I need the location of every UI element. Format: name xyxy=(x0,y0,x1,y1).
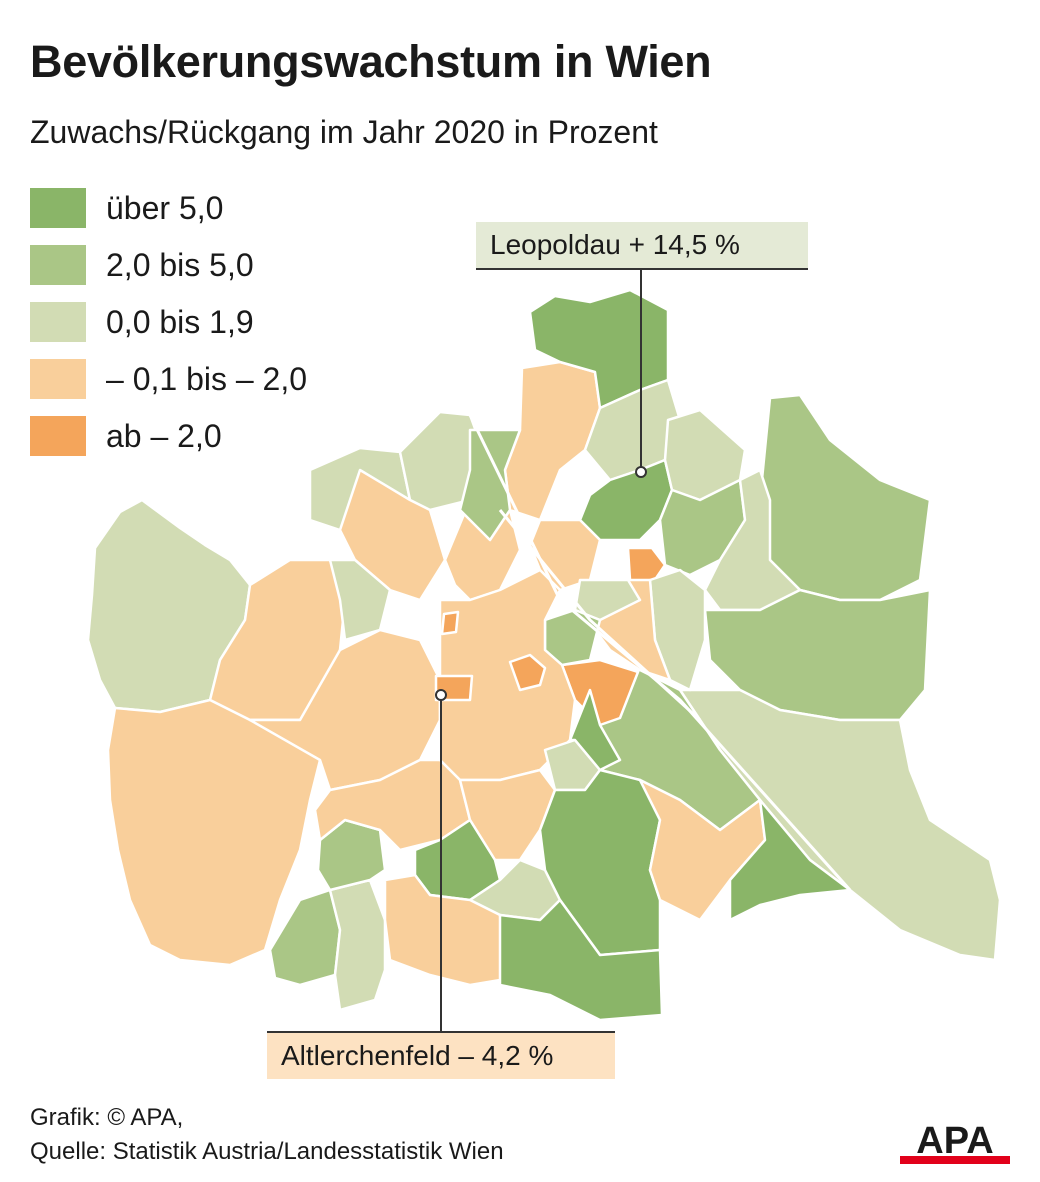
apa-logo-underline xyxy=(900,1156,1010,1164)
legend-label: ab – 2,0 xyxy=(106,418,222,454)
footer: Grafik: © APA, Quelle: Statistik Austria… xyxy=(30,1101,504,1169)
region-south-green-bottom xyxy=(498,898,664,1022)
legend-item-minus-0-1-bis-minus-2: – 0,1 bis – 2,0 xyxy=(30,359,390,403)
region-east-green-large xyxy=(758,393,932,602)
region-center-green-2 xyxy=(568,688,622,772)
legend-label: 2,0 bis 5,0 xyxy=(106,247,254,283)
legend-item-ab-minus-2: ab – 2,0 xyxy=(30,416,390,460)
legend-item-0-bis-1-9: 0,0 bis 1,9 xyxy=(30,302,390,346)
region-southwest-forest xyxy=(106,698,322,967)
legend-swatch xyxy=(30,416,86,456)
legend-item-ueber-5: über 5,0 xyxy=(30,188,390,232)
region-center-hot-2 xyxy=(440,610,460,636)
region-north-orange-strip xyxy=(503,360,602,522)
legend-swatch xyxy=(30,188,86,228)
page-title: Bevölkerungswachstum in Wien xyxy=(30,36,712,87)
region-south-light xyxy=(328,878,387,1012)
region-north-green-1 xyxy=(458,428,522,542)
page-subtitle: Zuwachs/Rückgang im Jahr 2020 in Prozent xyxy=(30,114,658,150)
callout-leopoldau: Leopoldau + 14,5 % xyxy=(476,222,808,270)
marker-leopoldau xyxy=(635,466,647,478)
region-leopoldau xyxy=(578,458,674,542)
legend-label: – 0,1 bis – 2,0 xyxy=(106,361,308,397)
footer-credit: Grafik: © APA, xyxy=(30,1104,184,1131)
legend-swatch xyxy=(30,302,86,342)
legend-swatch xyxy=(30,359,86,399)
region-center-hot-1 xyxy=(508,653,547,692)
legend-swatch xyxy=(30,245,86,285)
callout-altlerchenfeld: Altlerchenfeld – 4,2 % xyxy=(267,1031,615,1079)
region-southwest-green xyxy=(268,888,342,987)
apa-logo-text: APA xyxy=(916,1120,993,1162)
legend-label: 0,0 bis 1,9 xyxy=(106,304,254,340)
region-northwest-orange xyxy=(338,468,447,602)
legend-item-2-bis-5: 2,0 bis 5,0 xyxy=(30,245,390,289)
marker-altlerchenfeld xyxy=(435,689,447,701)
legend-label: über 5,0 xyxy=(106,190,224,226)
footer-source: Quelle: Statistik Austria/Landesstatisti… xyxy=(30,1138,504,1165)
region-simmering-green xyxy=(728,798,852,922)
apa-logo: APA xyxy=(900,1120,1010,1164)
